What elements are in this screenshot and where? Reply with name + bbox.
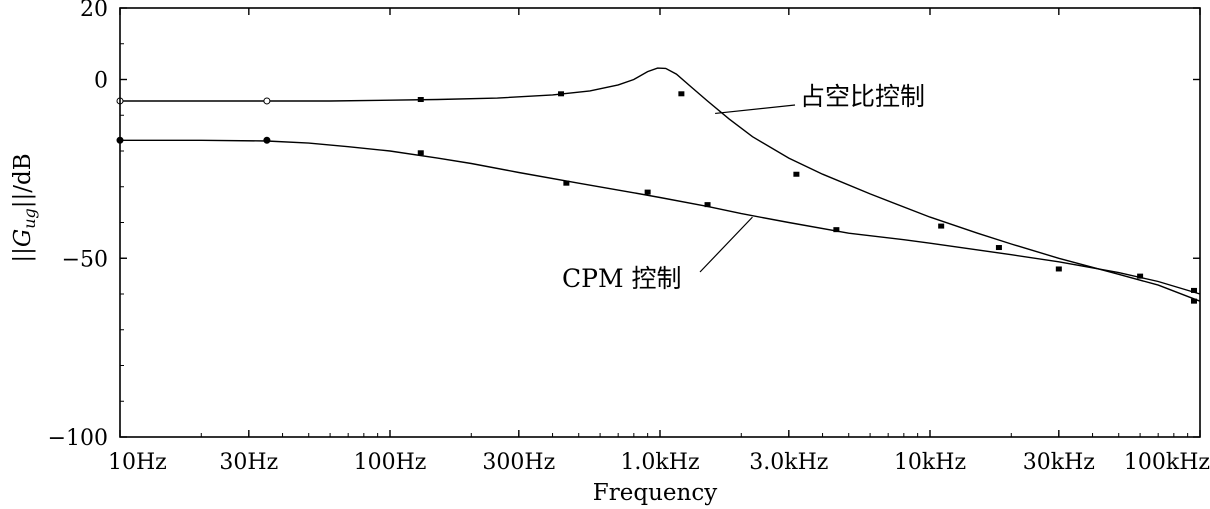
x-tick-label: 10kHz	[894, 450, 966, 475]
x-tick-label: 3.0kHz	[749, 450, 828, 475]
series-1-marker	[263, 97, 271, 105]
series-1-marker	[938, 223, 945, 229]
x-tick-label: 30Hz	[219, 450, 278, 475]
y-tick-label: −50	[62, 247, 108, 272]
series-2-marker	[1190, 287, 1197, 293]
series-2-marker	[1137, 273, 1144, 279]
series-2-marker	[995, 245, 1002, 251]
series-2-marker	[417, 150, 424, 156]
y-tick-label: −100	[48, 426, 108, 451]
annotation-layer: 占空比控制 CPM 控制	[562, 82, 925, 293]
x-tick-label: 100kHz	[1124, 450, 1210, 475]
series-1-marker	[678, 91, 685, 97]
series-2-marker	[263, 136, 271, 144]
axes-layer: 10Hz 30Hz 100Hz 300Hz 1.0kHz 3.0kHz 10kHz 30kHz…	[10, 0, 1210, 506]
series-2-marker	[704, 202, 711, 208]
series-2-marker	[563, 180, 570, 186]
annotation-label-2: CPM 控制	[562, 264, 682, 293]
plot-frame	[119, 7, 1201, 438]
series-1-marker	[417, 97, 424, 103]
y-tick-label: 20	[80, 0, 108, 22]
y-axis-title: ||Gug||/dB	[10, 153, 39, 262]
series-1-marker	[1055, 266, 1062, 272]
annotation-leader-2	[699, 216, 753, 273]
annotation-label-1: 占空比控制	[800, 82, 925, 111]
series-2-marker	[644, 189, 651, 195]
x-tick-label: 300Hz	[482, 450, 555, 475]
series-line-2	[120, 139, 1201, 295]
x-tick-label: 1.0kHz	[620, 450, 699, 475]
series-2-marker	[833, 227, 840, 233]
x-tick-label: 100Hz	[354, 450, 427, 475]
series-1-marker	[558, 91, 565, 97]
x-tick-label: 30kHz	[1023, 450, 1095, 475]
x-axis-title: Frequency	[593, 480, 717, 506]
y-tick-label: 0	[94, 69, 108, 94]
x-tick-label: 10Hz	[108, 450, 167, 475]
marker-layer	[116, 91, 1197, 304]
annotation-leader-1	[715, 104, 796, 115]
series-1-marker	[1190, 298, 1197, 304]
series-1-marker	[793, 171, 800, 177]
